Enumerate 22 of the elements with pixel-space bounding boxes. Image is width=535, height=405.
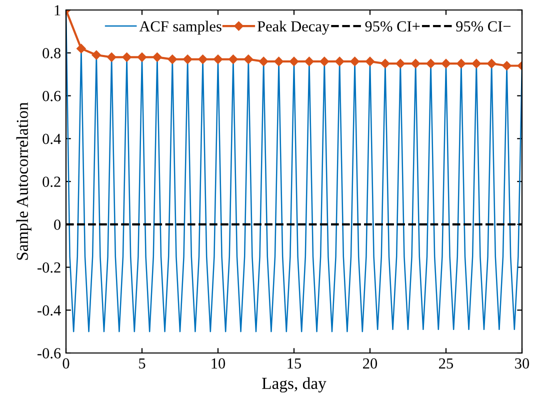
legend-label: 95% CI+ (365, 21, 420, 32)
x-tick-label: 30 (515, 358, 530, 369)
y-tick-label: 0.4 (42, 134, 61, 144)
x-tick-label: 20 (363, 358, 378, 369)
y-tick-label: -0.4 (38, 305, 61, 316)
y-tick-label: 0 (54, 220, 61, 230)
y-tick-label: 0.8 (42, 48, 61, 58)
y-axis-title: Sample Autocorrelation (16, 102, 32, 260)
x-tick-label: 10 (212, 358, 226, 369)
x-tick-label: 25 (439, 358, 454, 369)
y-tick-label: 0.6 (42, 90, 61, 102)
legend-label: ACF samples (139, 20, 222, 35)
x-tick-label: 5 (139, 358, 146, 369)
y-tick-label: -0.6 (38, 348, 61, 359)
x-axis-title: Lags, day (262, 377, 326, 392)
x-tick-label: 0 (62, 358, 70, 369)
y-tick-label: -0.2 (38, 262, 60, 273)
legend-label: Peak Decay (258, 20, 330, 35)
legend-label: 95% CI− (456, 21, 511, 32)
y-tick-label: 1 (54, 5, 60, 16)
x-tick-label: 15 (288, 358, 302, 369)
y-tick-label: 0.2 (42, 176, 60, 188)
